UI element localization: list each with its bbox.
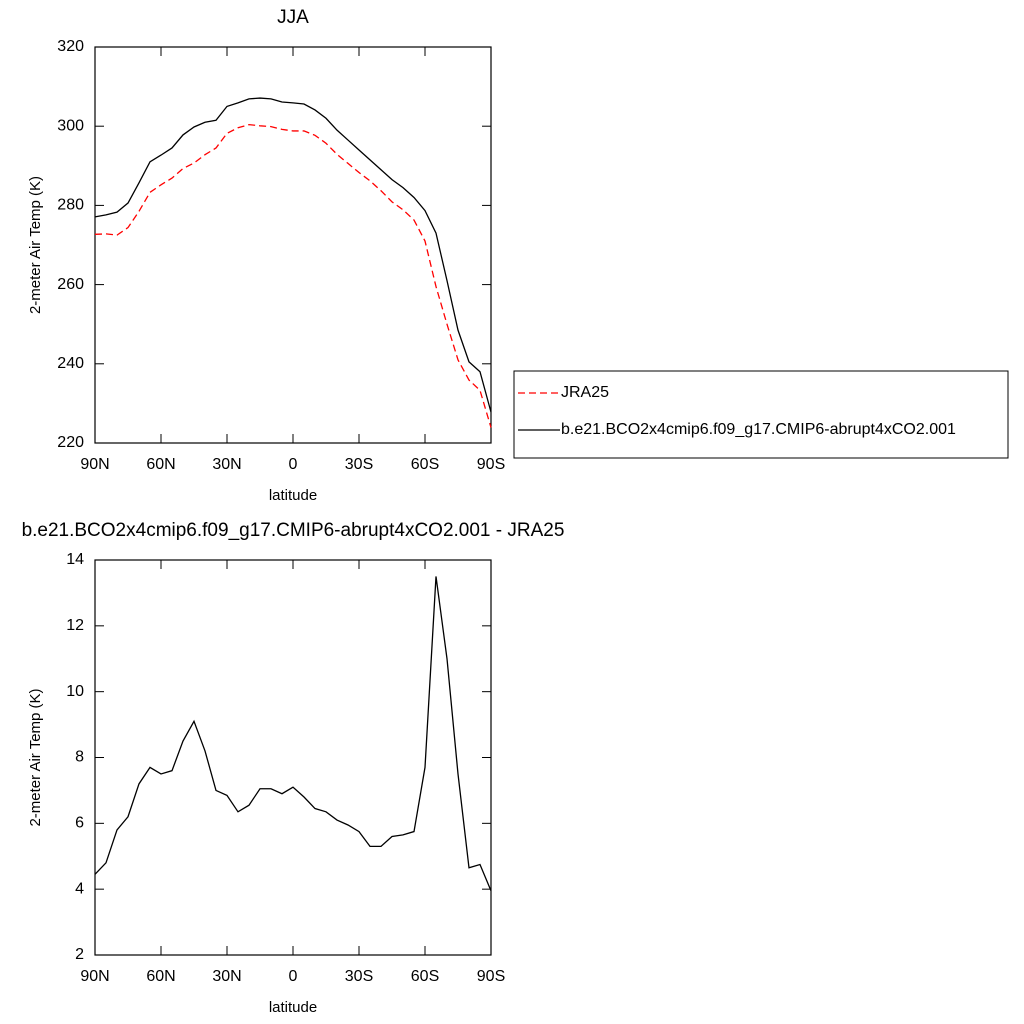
x-tick-label: 90N	[80, 968, 109, 985]
series-line	[94, 576, 492, 892]
x-tick-label: 30N	[212, 456, 241, 473]
y-tick-label: 6	[75, 815, 84, 832]
y-tick-label: 320	[57, 38, 84, 55]
x-tick-label: 60N	[146, 968, 175, 985]
chart-title: JJA	[277, 7, 309, 28]
x-tick-label: 60S	[411, 456, 439, 473]
y-tick-label: 2	[75, 946, 84, 963]
x-tick-label: 90N	[80, 456, 109, 473]
x-tick-label: 30S	[345, 968, 373, 985]
legend: JRA25 b.e21.BCO2x4cmip6.f09_g17.CMIP6-abr…	[513, 370, 1009, 459]
y-tick-label: 12	[66, 617, 84, 634]
legend-frame	[513, 370, 1009, 459]
plot-frame	[94, 46, 492, 444]
x-tick-label: 60S	[411, 968, 439, 985]
y-axis-label: 2-meter Air Temp (K)	[27, 176, 44, 314]
y-tick-label: 280	[57, 197, 84, 214]
series-line	[94, 123, 492, 428]
x-tick-label: 90S	[477, 968, 505, 985]
y-tick-label: 220	[57, 434, 84, 451]
legend-label: b.e21.BCO2x4cmip6.f09_g17.CMIP6-abrupt4x…	[561, 421, 956, 438]
y-tick-label: 10	[66, 683, 84, 700]
x-tick-label: 30N	[212, 968, 241, 985]
y-axis-label: 2-meter Air Temp (K)	[27, 688, 44, 826]
y-tick-label: 260	[57, 276, 84, 293]
y-tick-label: 300	[57, 117, 84, 134]
chart-title: b.e21.BCO2x4cmip6.f09_g17.CMIP6-abrupt4x…	[22, 520, 565, 541]
x-tick-label: 0	[289, 456, 298, 473]
x-axis-label: latitude	[269, 487, 317, 504]
x-tick-label: 30S	[345, 456, 373, 473]
x-axis-label: latitude	[269, 999, 317, 1016]
y-tick-label: 4	[75, 880, 84, 897]
x-tick-label: 0	[289, 968, 298, 985]
series-line	[94, 97, 492, 413]
x-tick-label: 90S	[477, 456, 505, 473]
y-tick-label: 240	[57, 355, 84, 372]
y-tick-label: 14	[66, 551, 84, 568]
x-tick-label: 60N	[146, 456, 175, 473]
plot-frame	[94, 559, 492, 956]
y-tick-label: 8	[75, 749, 84, 766]
legend-label: JRA25	[561, 384, 609, 401]
